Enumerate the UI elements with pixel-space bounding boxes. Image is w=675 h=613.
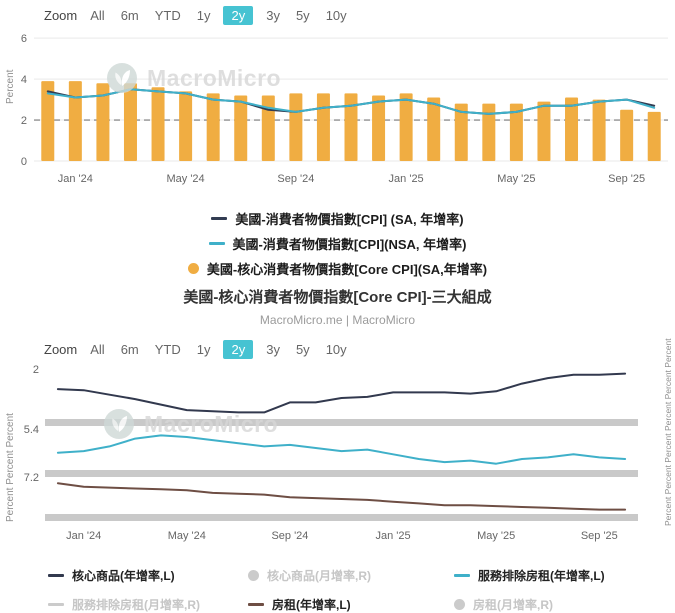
line-marker-icon xyxy=(248,603,264,606)
legend-item-core-cpi[interactable]: 美國-核心消費者物價指數[Core CPI](SA,年增率) xyxy=(187,259,488,278)
svg-text:4: 4 xyxy=(21,74,27,86)
legend-label: 美國-核心消費者物價指數[Core CPI](SA,年增率) xyxy=(206,262,488,277)
zoom-option-10y[interactable]: 10y xyxy=(325,8,347,23)
svg-text:May '25: May '25 xyxy=(477,530,515,542)
legend-label: 房租(年增率,L) xyxy=(272,598,351,612)
legend-label: 房租(月增率,R) xyxy=(473,598,553,612)
svg-text:2: 2 xyxy=(21,115,27,127)
top-legend: 美國-消費者物價指數[CPI] (SA, 年增率) 美國-消費者物價指數[CPI… xyxy=(0,209,675,278)
legend-item-cpi-nsa[interactable]: 美國-消費者物價指數[CPI](NSA, 年增率) xyxy=(208,234,467,253)
zoom-option-10y[interactable]: 10y xyxy=(325,342,347,357)
zoom-option-2y[interactable]: 2y xyxy=(223,340,254,359)
svg-text:Jan '24: Jan '24 xyxy=(66,530,101,542)
legend-label: 美國-消費者物價指數[CPI](NSA, 年增率) xyxy=(232,237,467,252)
svg-text:May '25: May '25 xyxy=(497,173,535,185)
legend-label: 美國-消費者物價指數[CPI] (SA, 年增率) xyxy=(235,212,464,227)
line-marker-icon xyxy=(48,574,64,577)
chart-credit: MacroMicro.me | MacroMicro xyxy=(259,313,416,327)
zoom-option-3y[interactable]: 3y xyxy=(266,8,280,23)
svg-text:May '24: May '24 xyxy=(167,173,205,185)
svg-text:Sep '25: Sep '25 xyxy=(581,530,618,542)
zoom-option-all[interactable]: All xyxy=(90,8,105,23)
circle-marker-icon xyxy=(454,599,465,610)
legend-item-rent-mom[interactable]: 房租(月增率,R) xyxy=(454,596,605,613)
zoom-option-ytd[interactable]: YTD xyxy=(154,8,181,23)
line-marker-icon xyxy=(211,217,228,220)
svg-text:Jan '25: Jan '25 xyxy=(389,173,424,185)
bottom-zoom-bar: Zoom All 6m YTD 1y 2y 3y 5y 10y xyxy=(44,340,350,359)
legend-label: 核心商品(年增率,L) xyxy=(72,569,175,583)
circle-marker-icon xyxy=(248,570,259,581)
svg-text:Jan '24: Jan '24 xyxy=(58,173,93,185)
svg-text:7.2: 7.2 xyxy=(24,472,39,484)
legend-item-core-goods-yoy[interactable]: 核心商品(年增率,L) xyxy=(48,567,248,584)
legend-item-rent-yoy[interactable]: 房租(年增率,L) xyxy=(248,596,454,613)
zoom-option-5y[interactable]: 5y xyxy=(295,342,310,357)
line-marker-icon xyxy=(48,603,64,606)
zoom-option-3y[interactable]: 3y xyxy=(266,342,280,357)
zoom-option-6m[interactable]: 6m xyxy=(120,8,139,23)
zoom-option-ytd[interactable]: YTD xyxy=(154,342,181,357)
zoom-option-all[interactable]: All xyxy=(90,342,105,357)
line-marker-icon xyxy=(208,242,225,245)
zoom-option-5y[interactable]: 5y xyxy=(295,8,310,23)
line-marker-icon xyxy=(454,574,470,577)
svg-text:6: 6 xyxy=(21,33,27,45)
zoom-option-2y[interactable]: 2y xyxy=(223,6,254,25)
zoom-option-6m[interactable]: 6m xyxy=(120,342,139,357)
bottom-chart[interactable]: 2 5.4 7.2 Jan '24 May '24 Sep '24 Jan '25 May '… xyxy=(0,362,675,550)
zoom-option-1y[interactable]: 1y xyxy=(196,8,211,23)
legend-label: 服務排除房租(月增率,R) xyxy=(72,598,200,612)
legend-item-core-goods-mom[interactable]: 核心商品(月增率,R) xyxy=(248,567,454,584)
svg-text:Sep '24: Sep '24 xyxy=(271,530,308,542)
svg-text:2: 2 xyxy=(33,364,39,376)
legend-item-services-ex-rent-mom[interactable]: 服務排除房租(月增率,R) xyxy=(48,596,248,613)
legend-item-cpi-sa[interactable]: 美國-消費者物價指數[CPI] (SA, 年增率) xyxy=(211,209,464,228)
legend-label: 服務排除房租(年增率,L) xyxy=(478,569,605,583)
svg-text:Sep '24: Sep '24 xyxy=(277,173,314,185)
svg-text:5.4: 5.4 xyxy=(24,424,39,436)
svg-text:Jan '25: Jan '25 xyxy=(375,530,410,542)
svg-text:May '24: May '24 xyxy=(168,530,206,542)
chart-title: 美國-核心消費者物價指數[Core CPI]-三大組成 xyxy=(183,289,492,306)
bottom-legend: 核心商品(年增率,L) 核心商品(月增率,R) 服務排除房租(年增率,L) 服務… xyxy=(48,567,605,613)
zoom-label: Zoom xyxy=(44,8,78,23)
svg-text:0: 0 xyxy=(21,156,27,168)
zoom-option-1y[interactable]: 1y xyxy=(196,342,211,357)
svg-text:Sep '25: Sep '25 xyxy=(608,173,645,185)
zoom-label: Zoom xyxy=(44,342,78,357)
circle-marker-icon xyxy=(187,263,199,274)
top-chart[interactable]: 0 2 4 6 Jan '24 May '24 Sep '24 Jan '25 May '25 S… xyxy=(0,26,675,194)
top-zoom-bar: Zoom All 6m YTD 1y 2y 3y 5y 10y xyxy=(44,6,350,25)
legend-label: 核心商品(月增率,R) xyxy=(267,569,371,583)
legend-item-services-ex-rent-yoy[interactable]: 服務排除房租(年增率,L) xyxy=(454,567,605,584)
